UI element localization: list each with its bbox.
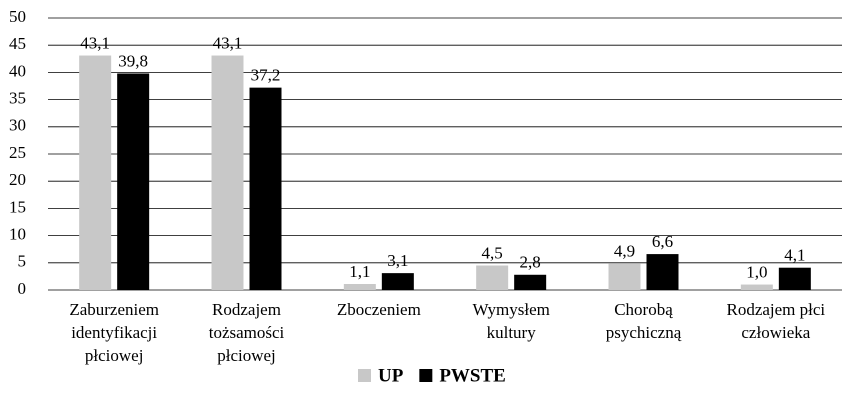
value-label: 3,1 [387,251,408,270]
y-tick-label: 0 [18,279,27,298]
x-tick-label: Rodzajem tożsamości płciowej [209,300,285,365]
legend-swatch [419,369,433,382]
bar [79,55,112,291]
y-tick-label: 45 [9,34,26,53]
x-tick-label: Rodzajem płci człowieka [726,300,825,342]
legend-swatch [358,369,371,382]
value-label: 1,1 [349,262,370,281]
value-label: 4,1 [784,246,805,265]
bar [646,254,679,290]
bar [343,284,376,290]
y-tick-label: 20 [9,170,26,189]
x-tick-label: Wymysłem kultury [472,300,549,342]
value-label: 37,2 [251,66,281,85]
y-tick-label: 50 [9,7,26,26]
value-label: 43,1 [80,33,110,52]
bar [117,73,150,290]
legend-label: UP [378,365,404,386]
bar [381,273,414,290]
value-label: 2,8 [520,253,541,272]
value-label: 1,0 [746,262,767,281]
y-tick-label: 10 [9,225,26,244]
bar [249,87,282,291]
y-tick-label: 40 [9,61,26,80]
bar [608,263,641,290]
bar [211,55,244,291]
bar [778,267,811,290]
value-label: 43,1 [213,33,243,52]
y-tick-label: 5 [18,252,27,271]
x-tick-label: Chorobą psychiczną [606,300,682,342]
y-tick-label: 35 [9,89,26,108]
x-tick-label: Zboczeniem [337,300,421,319]
value-label: 4,5 [482,243,503,262]
bar [514,274,547,290]
bar [740,284,773,290]
value-label: 6,6 [652,232,673,251]
y-tick-label: 30 [9,116,26,135]
legend-label: PWSTE [439,365,506,386]
y-tick-label: 15 [9,197,26,216]
y-tick-label: 25 [9,143,26,162]
x-tick-label: Zaburzeniem identyfikacji płciowej [69,300,159,365]
value-label: 39,8 [118,51,148,70]
bar [476,265,509,290]
value-label: 4,9 [614,241,635,260]
